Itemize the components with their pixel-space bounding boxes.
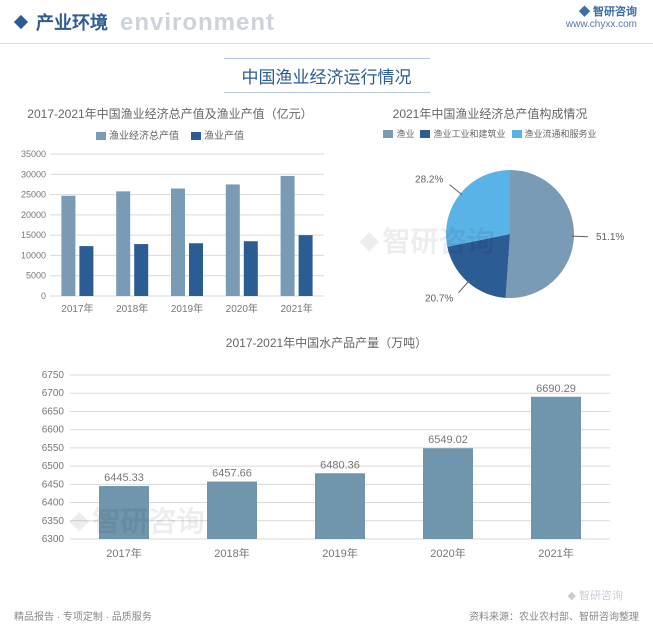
svg-text:2018年: 2018年 [214, 546, 249, 560]
svg-text:6500: 6500 [42, 461, 65, 472]
footer-left: 精品报告 · 专项定制 · 品质服务 [14, 608, 152, 623]
svg-text:6600: 6600 [42, 425, 65, 436]
pie-chart-box: 2021年中国渔业经济总产值构成情况 渔业 渔业工业和建筑业 渔业流通和服务业 … [340, 103, 640, 322]
svg-text:6445.33: 6445.33 [104, 472, 144, 484]
svg-text:2020年: 2020年 [226, 302, 258, 315]
footer-right: 资料来源：农业农村部、智研咨询整理 [469, 608, 639, 623]
svg-text:6549.02: 6549.02 [428, 434, 468, 446]
svg-text:2017年: 2017年 [106, 546, 141, 560]
svg-text:6750: 6750 [42, 370, 65, 381]
header-title: 产业环境 [36, 9, 108, 35]
bar-chart-title: 2017-2021年中国渔业经济总产值及渔业产值（亿元） [10, 107, 330, 123]
main-title-wrap: 中国渔业经济运行情况 [0, 44, 653, 103]
pie-legend: 渔业 渔业工业和建筑业 渔业流通和服务业 [350, 127, 630, 140]
svg-text:10000: 10000 [21, 250, 46, 260]
brand-bottom: ◆智研咨询 [568, 587, 623, 603]
svg-text:6300: 6300 [42, 534, 65, 545]
svg-text:6450: 6450 [42, 480, 65, 491]
svg-text:25000: 25000 [21, 189, 46, 199]
pie-chart-svg: 51.1% 20.7% 28.2% [350, 146, 640, 316]
svg-text:20000: 20000 [21, 209, 46, 219]
svg-text:2020年: 2020年 [430, 546, 465, 560]
svg-text:2021年: 2021年 [280, 302, 312, 315]
svg-text:2021年: 2021年 [538, 546, 573, 560]
svg-text:30000: 30000 [21, 169, 46, 179]
svg-text:6700: 6700 [42, 388, 65, 399]
svg-text:0: 0 [41, 291, 46, 301]
svg-text:28.2%: 28.2% [415, 174, 443, 185]
bar-legend-a: 渔业经济总产值 [96, 127, 179, 142]
svg-text:6457.66: 6457.66 [212, 468, 252, 480]
page: 产业环境 environment ◆ 智研咨询 www.chyxx.com 中国… [0, 0, 653, 627]
row-top: 2017-2021年中国渔业经济总产值及渔业产值（亿元） 渔业经济总产值 渔业产… [0, 103, 653, 322]
svg-text:2019年: 2019年 [322, 546, 357, 560]
bar-chart-svg: 0 5000 10000 15000 20000 25000 30000 35000 2017年… [10, 148, 330, 318]
svg-text:5000: 5000 [26, 270, 46, 280]
svg-text:6690.29: 6690.29 [536, 383, 576, 395]
bar-chart-box: 2017-2021年中国渔业经济总产值及渔业产值（亿元） 渔业经济总产值 渔业产… [0, 103, 340, 322]
header: 产业环境 environment ◆ 智研咨询 www.chyxx.com [0, 0, 653, 44]
brand-site: www.chyxx.com [566, 19, 637, 31]
diamond-icon [14, 14, 28, 28]
svg-text:6550: 6550 [42, 443, 65, 454]
svg-text:20.7%: 20.7% [425, 293, 453, 304]
pie-legend-2: 渔业流通和服务业 [512, 127, 597, 140]
svg-text:51.1%: 51.1% [596, 232, 624, 243]
main-title: 中国渔业经济运行情况 [224, 58, 430, 93]
header-ghost: environment [120, 9, 275, 37]
brand-top: ◆ 智研咨询 www.chyxx.com [566, 6, 637, 31]
svg-text:6480.36: 6480.36 [320, 459, 360, 471]
pie-legend-1: 渔业工业和建筑业 [420, 127, 505, 140]
column-chart-box: 2017-2021年中国水产品产量（万吨） 6300 6350 6400 6450 65… [0, 322, 653, 570]
svg-text:6400: 6400 [42, 498, 65, 509]
svg-text:2018年: 2018年 [116, 302, 148, 315]
bar-legend: 渔业经济总产值 渔业产值 [10, 127, 330, 142]
brand-icon: ◆ [579, 6, 593, 18]
footer: 精品报告 · 专项定制 · 品质服务 资料来源：农业农村部、智研咨询整理 [0, 608, 653, 623]
svg-text:2019年: 2019年 [171, 302, 203, 315]
svg-text:15000: 15000 [21, 230, 46, 240]
column-chart-title: 2017-2021年中国水产品产量（万吨） [10, 336, 643, 352]
svg-text:35000: 35000 [21, 149, 46, 159]
bar-legend-b: 渔业产值 [191, 127, 244, 142]
svg-text:6350: 6350 [42, 516, 65, 527]
svg-text:6650: 6650 [42, 407, 65, 418]
column-chart-svg: 6300 6350 6400 6450 6500 6550 6600 6650 6700 6750… [10, 355, 630, 565]
pie-legend-0: 渔业 [383, 127, 414, 140]
svg-text:2017年: 2017年 [61, 302, 93, 315]
pie-chart-title: 2021年中国渔业经济总产值构成情况 [350, 107, 630, 123]
